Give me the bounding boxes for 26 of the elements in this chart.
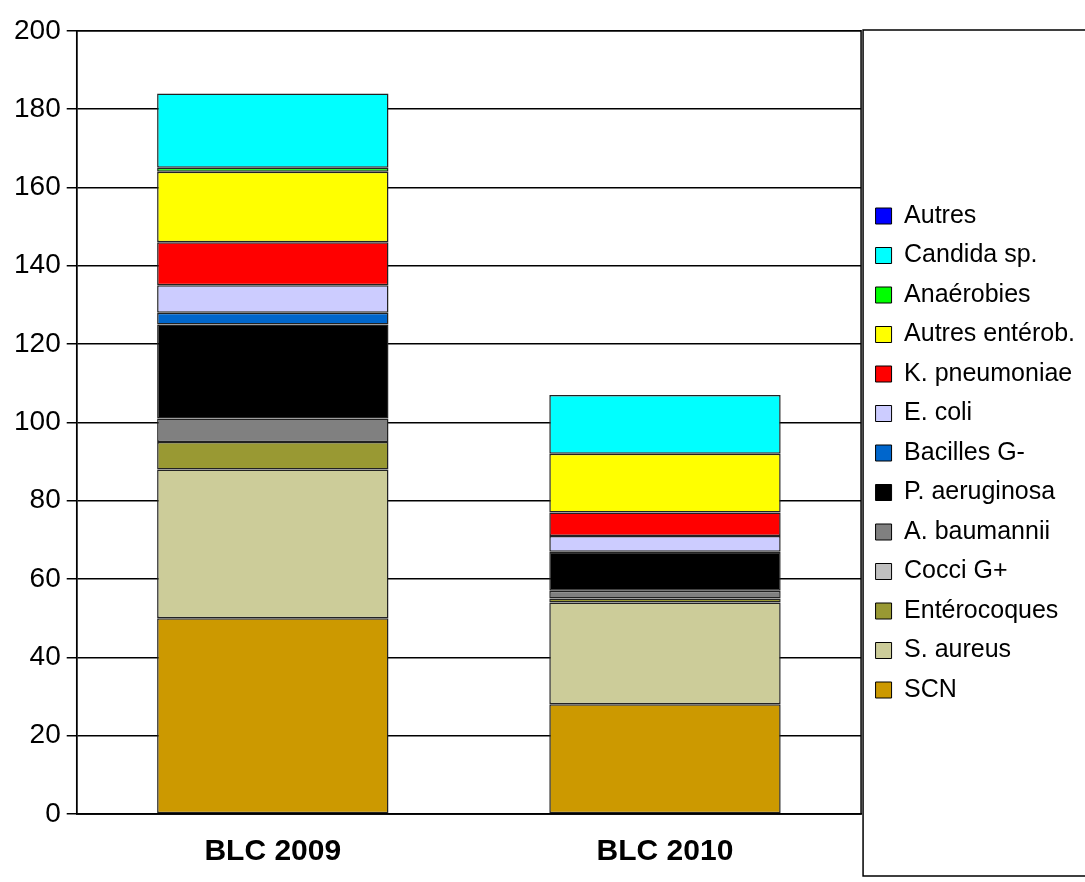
y-tick-label: 200: [14, 13, 61, 45]
legend-label: Entérocoques: [904, 594, 1059, 623]
legend-label: SCN: [904, 673, 957, 702]
y-tick-label: 120: [14, 326, 61, 358]
y-tick-label: 20: [29, 718, 61, 750]
legend-label: Autres: [904, 199, 977, 228]
y-tick-label: 60: [29, 561, 61, 593]
x-tick-label: BLC 2010: [596, 833, 734, 867]
legend-label: K. pneumoniae: [904, 357, 1073, 386]
legend-label: Cocci G+: [904, 555, 1008, 584]
legend-label: Bacilles G-: [904, 436, 1025, 465]
y-tick-label: 80: [29, 483, 61, 515]
y-tick-label: 40: [29, 640, 61, 672]
legend-label: Anaérobies: [904, 278, 1031, 307]
legend-label: A. baumannii: [904, 515, 1050, 544]
legend-label: Candida sp.: [904, 239, 1038, 268]
y-tick-label: 140: [14, 248, 61, 280]
y-tick-label: 100: [14, 405, 61, 437]
legend-label: E. coli: [904, 397, 973, 426]
legend-label: P. aeruginosa: [904, 476, 1056, 505]
legend-label: S. aureus: [904, 634, 1012, 663]
x-tick-label: BLC 2009: [204, 833, 342, 867]
y-tick-label: 0: [45, 796, 61, 828]
legend-label: Autres entérob.: [904, 318, 1075, 347]
y-tick-label: 160: [14, 170, 61, 202]
y-tick-label: 180: [14, 91, 61, 123]
